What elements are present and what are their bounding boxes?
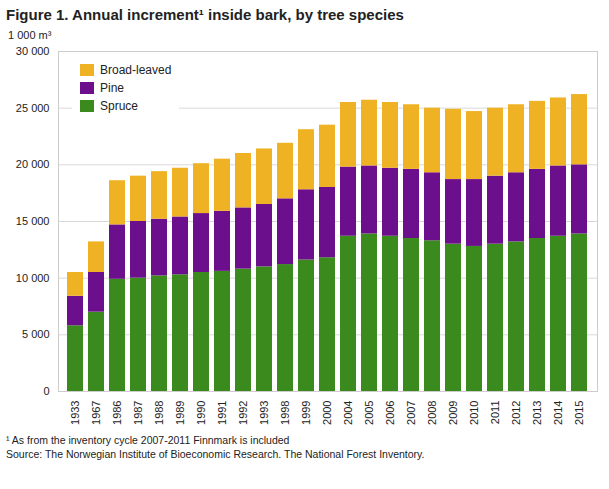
svg-text:15 000: 15 000 (16, 215, 50, 227)
svg-text:1933: 1933 (69, 401, 81, 425)
svg-text:10 000: 10 000 (16, 272, 50, 284)
svg-text:1993: 1993 (258, 401, 270, 425)
svg-text:2014: 2014 (552, 401, 564, 425)
svg-text:30 000: 30 000 (16, 45, 50, 57)
svg-text:2010: 2010 (468, 401, 480, 425)
html-text:1 000 m³: 1 000 m³ (8, 29, 52, 41)
svg-text:1987: 1987 (132, 401, 144, 425)
svg-text:2013: 2013 (531, 401, 543, 425)
html-text:¹ As from the inventory cycle: ¹ As from the inventory cycle 2007-2011 … (6, 434, 290, 446)
html-text:Spruce: Spruce (100, 99, 138, 113)
svg-text:1967: 1967 (90, 401, 102, 425)
svg-text:25 000: 25 000 (16, 102, 50, 114)
html-text:Source: The Norwegian Institut: Source: The Norwegian Institute of Bioec… (6, 448, 425, 460)
svg-text:2005: 2005 (363, 401, 375, 425)
svg-text:1989: 1989 (174, 401, 186, 425)
svg-text:20 000: 20 000 (16, 158, 50, 170)
svg-text:2004: 2004 (342, 401, 354, 425)
html-text:Pine: Pine (100, 81, 124, 95)
svg-text:2008: 2008 (426, 401, 438, 425)
svg-text:1999: 1999 (300, 401, 312, 425)
svg-text:2015: 2015 (573, 401, 585, 425)
svg-text:1986: 1986 (111, 401, 123, 425)
svg-text:1992: 1992 (237, 401, 249, 425)
html-text:Figure 1. Annual increment¹ in: Figure 1. Annual increment¹ inside bark,… (6, 6, 404, 23)
svg-text:1988: 1988 (153, 401, 165, 425)
svg-text:1991: 1991 (216, 401, 228, 425)
svg-text:2000: 2000 (321, 401, 333, 425)
svg-text:2009: 2009 (447, 401, 459, 425)
svg-text:1990: 1990 (195, 401, 207, 425)
svg-text:2012: 2012 (510, 401, 522, 425)
svg-text:0: 0 (43, 385, 49, 397)
html-text:Broad-leaved: Broad-leaved (100, 63, 172, 77)
svg-text:5 000: 5 000 (22, 328, 50, 340)
svg-text:2011: 2011 (489, 401, 501, 425)
svg-text:2006: 2006 (384, 401, 396, 425)
svg-text:1998: 1998 (279, 401, 291, 425)
svg-text:2007: 2007 (405, 401, 417, 425)
